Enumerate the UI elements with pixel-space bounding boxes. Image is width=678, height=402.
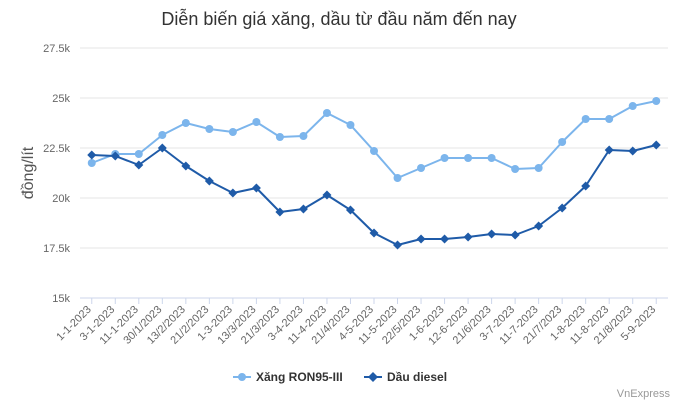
data-point[interactable] [346,121,355,129]
data-point[interactable] [652,97,661,105]
data-point[interactable] [534,221,544,231]
data-point[interactable] [417,164,426,172]
data-point[interactable] [275,133,284,141]
data-point[interactable] [604,145,614,155]
y-tick-label: 20k [52,193,70,205]
y-axis-ticks: 15k 17.5k 20k 22.5k 25k 27.5k [43,43,70,305]
legend-marker-xang [238,373,246,381]
data-point[interactable] [204,176,214,186]
x-axis-ticks: 1-1-20233-1-202311-1-202330/1/202313/2/2… [54,298,658,348]
data-point[interactable] [464,154,473,162]
data-point[interactable] [251,183,261,193]
data-point[interactable] [299,132,308,140]
data-point[interactable] [628,102,637,110]
data-point[interactable] [440,154,449,162]
grid-lines [80,47,668,299]
data-point[interactable] [370,147,378,155]
source-credit: VnExpress [617,388,671,400]
data-point[interactable] [275,207,285,217]
data-point[interactable] [369,228,379,238]
data-point[interactable] [487,154,496,162]
data-point[interactable] [157,143,167,153]
data-point[interactable] [393,174,402,182]
data-point[interactable] [205,125,214,133]
data-point[interactable] [228,128,237,136]
data-point[interactable] [87,150,97,160]
data-point[interactable] [322,190,332,200]
data-point[interactable] [487,229,497,239]
data-point[interactable] [605,115,614,123]
series-diesel [87,140,661,250]
legend-item-diesel[interactable]: Dầu diesel [364,370,447,384]
data-point[interactable] [181,161,191,171]
y-tick-label: 17.5k [43,243,70,255]
y-tick-label: 15k [52,293,70,305]
data-point[interactable] [345,205,355,215]
data-point[interactable] [557,203,567,213]
data-point[interactable] [510,230,520,240]
y-tick-label: 22.5k [43,143,70,155]
series-xang [87,97,661,182]
data-point[interactable] [252,118,261,126]
data-point[interactable] [181,119,190,127]
data-point[interactable] [87,159,96,167]
y-axis-label: đồng/lít [20,146,37,199]
data-point[interactable] [463,232,473,242]
data-point[interactable] [228,188,238,198]
data-point[interactable] [440,234,450,244]
data-point[interactable] [628,146,638,156]
data-point[interactable] [416,234,426,244]
legend-marker-diesel [368,372,378,382]
chart-title: Diễn biến giá xăng, dầu từ đầu năm đến n… [161,8,516,29]
data-point[interactable] [534,164,543,172]
data-point[interactable] [581,115,590,123]
data-point[interactable] [651,140,661,150]
data-point[interactable] [110,151,120,161]
data-point[interactable] [511,165,520,173]
data-point[interactable] [558,138,567,146]
y-tick-label: 25k [52,93,70,105]
data-point[interactable] [581,181,591,191]
legend-label-diesel: Dầu diesel [387,370,447,384]
data-point[interactable] [298,204,308,214]
legend-label-xang: Xăng RON95-III [256,370,343,384]
y-tick-label: 27.5k [43,43,70,55]
legend[interactable]: Xăng RON95-III Dầu diesel [233,370,447,384]
data-point[interactable] [134,150,143,158]
series [87,97,661,250]
legend-item-xang[interactable]: Xăng RON95-III [233,370,343,384]
data-point[interactable] [393,240,403,250]
data-point[interactable] [158,131,167,139]
data-point[interactable] [322,109,331,117]
data-point[interactable] [134,160,144,170]
series-line [91,100,657,179]
